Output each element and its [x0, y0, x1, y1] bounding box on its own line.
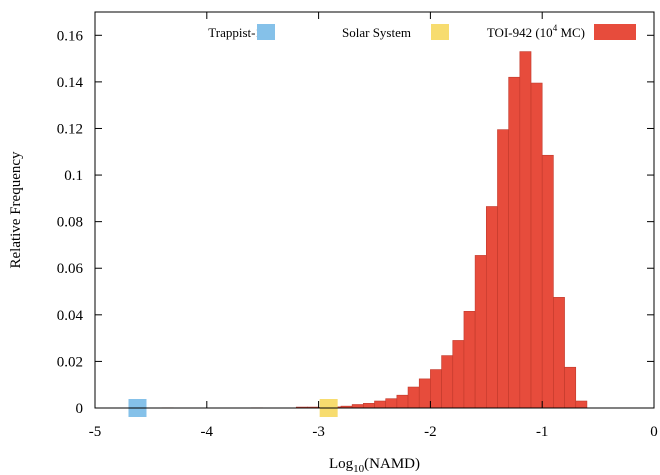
legend-label-solar-system: Solar System: [342, 25, 411, 40]
x-axis-label: Log10(NAMD): [329, 456, 420, 475]
histogram-bar: [474, 255, 487, 409]
histogram-bar: [541, 154, 554, 409]
x-axis-label-suffix: (NAMD): [364, 456, 420, 472]
legend-label-toi-942-sup: 4: [553, 23, 558, 33]
histogram-bar: [351, 404, 364, 409]
y-tick-label: 0.14: [57, 75, 84, 91]
x-axis-ticks: -5 -4 -3 -2 -1 0: [89, 12, 658, 440]
histogram-bar: [485, 206, 498, 409]
plot-area: -5 -4 -3 -2 -1 0 0 0.02 0.04 0.06 0.08 0.1 0.12 0.14…: [57, 11, 658, 440]
y-tick-label: 0.16: [57, 28, 84, 44]
legend-swatch-trappist: [257, 24, 275, 40]
histogram-bar: [396, 394, 409, 409]
histogram-bar: [508, 76, 521, 409]
y-axis-label: Relative Frequency: [8, 151, 24, 269]
histogram-bar: [553, 297, 565, 409]
x-tick-label: 0: [650, 424, 658, 440]
y-tick-label: 0.12: [57, 121, 83, 137]
histogram-bar: [418, 378, 431, 409]
histogram-bar: [374, 400, 386, 409]
y-tick-label: 0.02: [57, 354, 83, 370]
histogram-bars: [161, 51, 588, 409]
y-tick-label: 0.1: [64, 168, 83, 184]
x-axis-label-main: Log: [329, 456, 354, 472]
histogram-bar: [452, 340, 465, 409]
histogram-bar: [407, 386, 420, 409]
y-tick-label: 0.06: [57, 261, 84, 277]
x-tick-label: -5: [89, 424, 102, 440]
legend-label-toi-942-tail: MC): [557, 25, 585, 40]
legend-swatch-toi-942: [594, 24, 636, 40]
x-tick-label: -1: [536, 424, 549, 440]
x-axis-label-subscript: 10: [353, 463, 365, 475]
legend: Trappist-1 Solar System TOI-942 (104 MC): [208, 23, 636, 40]
x-tick-label: -2: [424, 424, 437, 440]
x-tick-label: -3: [312, 424, 325, 440]
x-tick-label: -4: [201, 424, 214, 440]
histogram-bar: [497, 129, 509, 409]
y-axis-ticks: 0 0.02 0.04 0.06 0.08 0.1 0.12 0.14 0.16: [57, 28, 654, 417]
legend-label-toi-942: TOI-942 (104 MC): [487, 23, 585, 40]
histogram-bar: [430, 369, 442, 409]
legend-label-toi-942-main: TOI-942 (10: [487, 25, 553, 40]
histogram-bar: [564, 366, 577, 409]
y-tick-label: 0.04: [57, 308, 84, 324]
histogram-bar: [463, 311, 476, 409]
histogram-bar: [519, 51, 532, 409]
histogram-bar: [441, 355, 454, 409]
histogram-bar: [385, 398, 398, 409]
histogram-bar: [363, 403, 375, 409]
legend-label-trappist: Trappist-1: [208, 25, 262, 40]
y-tick-label: 0: [76, 401, 84, 417]
plot-frame: [94, 11, 655, 409]
histogram-bar: [575, 400, 588, 409]
histogram-bar: [530, 82, 543, 409]
legend-swatch-solar-system: [431, 24, 449, 40]
y-tick-label: 0.08: [57, 215, 83, 231]
